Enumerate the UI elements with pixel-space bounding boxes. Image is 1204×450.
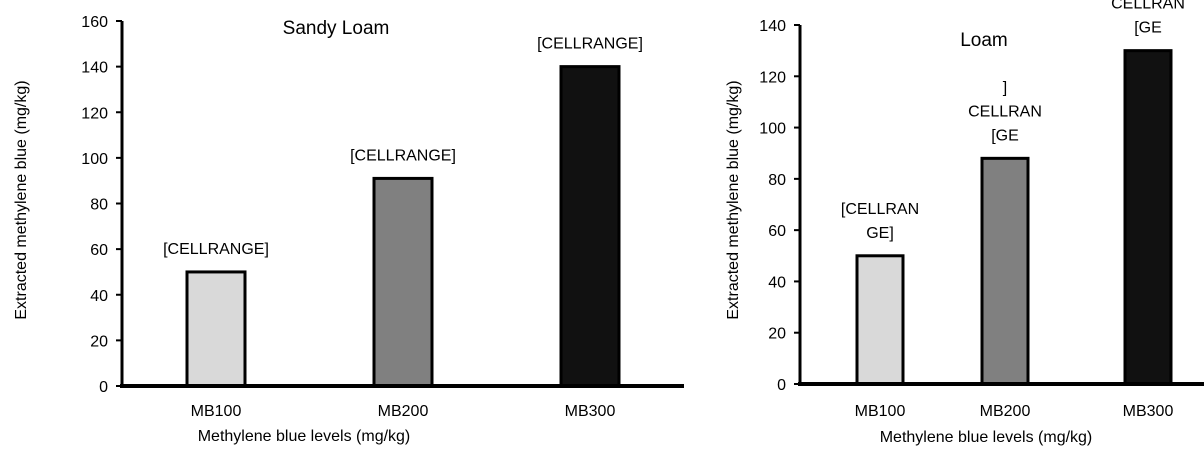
y-tick-label: 40 bbox=[90, 288, 108, 305]
y-axis-title: Extracted methylene blue (mg/kg) bbox=[13, 80, 30, 319]
chart-sandy-loam: 0 20 40 60 80 100 120 140 160 [CELLRANGE] MB100 [CE… bbox=[13, 14, 684, 445]
y-tick-label: 120 bbox=[759, 69, 786, 86]
y-tick-label: 100 bbox=[81, 151, 108, 168]
y-tick-label: 100 bbox=[759, 121, 786, 138]
y-tick-label: 140 bbox=[81, 60, 108, 77]
y-tick-label: 20 bbox=[768, 326, 786, 343]
category-label: MB300 bbox=[565, 403, 616, 420]
category-label: MB300 bbox=[1123, 403, 1174, 420]
data-label: CELLRAN bbox=[1111, 0, 1185, 13]
y-tick-label: 0 bbox=[99, 379, 108, 396]
y-tick-label: 20 bbox=[90, 333, 108, 350]
bar-mb100 bbox=[855, 254, 905, 386]
chart-loam: 0 20 40 60 80 100 120 140 [CELLRAN GE] MB100] CELLR… bbox=[725, 0, 1204, 446]
y-tick-label: 80 bbox=[768, 172, 786, 189]
y-tick-label: 60 bbox=[90, 242, 108, 259]
data-label: [GE bbox=[1134, 20, 1162, 37]
x-axis-title: Methylene blue levels (mg/kg) bbox=[198, 428, 411, 445]
x-axis-title: Methylene blue levels (mg/kg) bbox=[880, 429, 1093, 446]
category-label: MB200 bbox=[980, 403, 1031, 420]
bar-mb200 bbox=[980, 156, 1030, 386]
y-tick-label: 140 bbox=[759, 18, 786, 35]
y-axis-title: Extracted methylene blue (mg/kg) bbox=[725, 80, 742, 319]
y-tick-label: 80 bbox=[90, 197, 108, 214]
bar-mb200 bbox=[372, 176, 434, 388]
data-label: [GE bbox=[991, 127, 1019, 144]
bar-mb300 bbox=[559, 65, 621, 388]
data-label: GE] bbox=[866, 225, 894, 242]
data-label: CELLRAN bbox=[968, 103, 1042, 120]
y-tick-label: 120 bbox=[81, 105, 108, 122]
data-label: [CELLRANGE] bbox=[163, 241, 269, 258]
y-tick-label: 160 bbox=[81, 14, 108, 31]
y-tick-label: 60 bbox=[768, 223, 786, 240]
category-label: MB200 bbox=[378, 403, 429, 420]
y-tick-label: 0 bbox=[777, 377, 786, 394]
y-tick-label: 40 bbox=[768, 274, 786, 291]
chart-title: Loam bbox=[960, 30, 1008, 51]
bar-mb300 bbox=[1123, 49, 1173, 386]
data-label: [CELLRAN bbox=[841, 201, 919, 218]
data-label: ] bbox=[1003, 79, 1007, 96]
bar-mb100 bbox=[185, 270, 247, 388]
data-label: [CELLRANGE] bbox=[537, 36, 643, 53]
data-label: [CELLRANGE] bbox=[350, 147, 456, 164]
chart-title: Sandy Loam bbox=[283, 18, 390, 39]
category-label: MB100 bbox=[191, 403, 242, 420]
category-label: MB100 bbox=[855, 403, 906, 420]
